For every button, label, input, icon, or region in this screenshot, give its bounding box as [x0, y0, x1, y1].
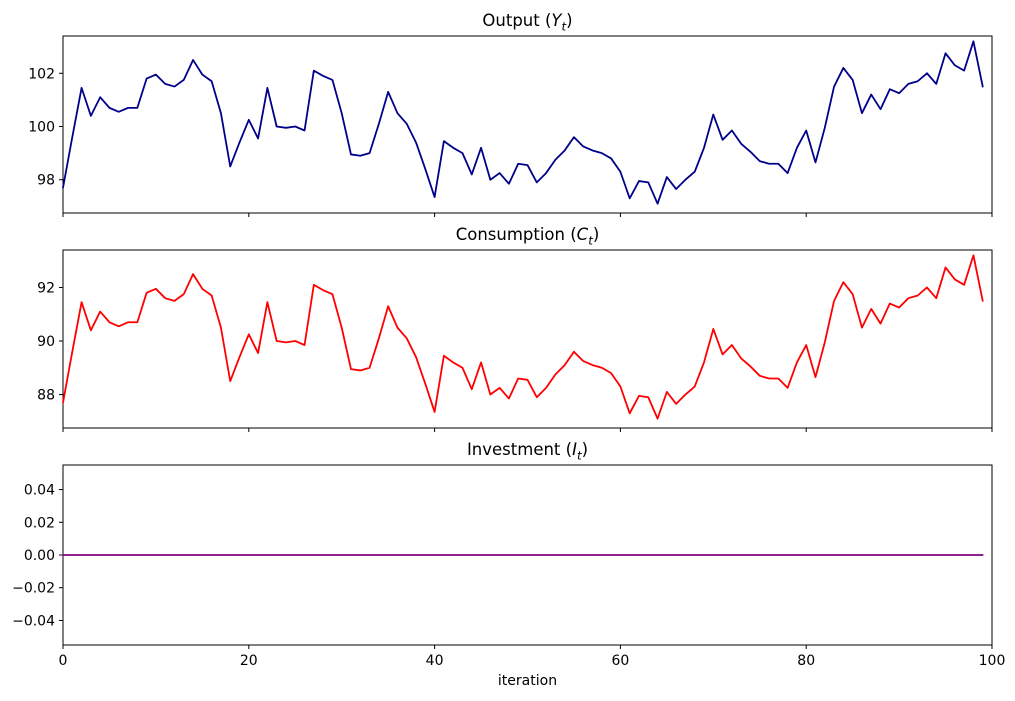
x-tick-label: 100 — [979, 653, 1006, 669]
consumption-chart-title: Consumption (Ct) — [63, 224, 992, 246]
output-symbol: Y — [551, 11, 562, 30]
consumption-line — [62, 254, 984, 420]
output-axes-frame — [62, 35, 993, 214]
x-tick-label: 0 — [59, 653, 68, 669]
output-line — [62, 40, 984, 205]
investment-symbol: I — [572, 440, 577, 459]
consumption-y-tick-label: 92 — [37, 280, 55, 296]
investment-y-tick-label: 0.02 — [24, 515, 55, 531]
consumption-symbol-subscript: t — [588, 233, 593, 248]
investment-title-prefix: Investment ( — [466, 440, 573, 459]
investment-y-tick-label: −0.04 — [12, 613, 55, 629]
output-y-tick-label: 102 — [28, 66, 55, 82]
consumption-axes-frame — [62, 249, 993, 429]
investment-title-suffix: ) — [581, 440, 589, 459]
consumption-title-suffix: ) — [592, 225, 600, 244]
x-tick-label: 80 — [797, 653, 815, 669]
consumption-y-tick-label: 90 — [37, 334, 55, 350]
investment-y-tick-label: −0.02 — [12, 581, 55, 597]
output-title-prefix: Output ( — [482, 11, 552, 30]
output-chart-title: Output (Yt) — [63, 10, 992, 32]
investment-symbol-subscript: t — [576, 448, 582, 463]
consumption-y-tick-label: 88 — [37, 388, 55, 404]
investment-y-tick-label: 0.04 — [24, 483, 55, 499]
x-axis-label: iteration — [497, 673, 558, 689]
output-y-tick-label: 100 — [28, 119, 55, 135]
investment-y-tick-label: 0.00 — [24, 548, 55, 564]
consumption-symbol: C — [576, 225, 589, 244]
output-symbol-subscript: t — [561, 19, 567, 34]
output-title-suffix: ) — [566, 11, 573, 30]
x-tick-label: 40 — [426, 653, 444, 669]
investment-chart-title: Investment (It) — [63, 439, 992, 461]
x-tick-label: 60 — [611, 653, 629, 669]
consumption-title-prefix: Consumption ( — [455, 225, 577, 244]
output-y-tick-label: 98 — [37, 173, 55, 189]
x-tick-label: 20 — [240, 653, 258, 669]
